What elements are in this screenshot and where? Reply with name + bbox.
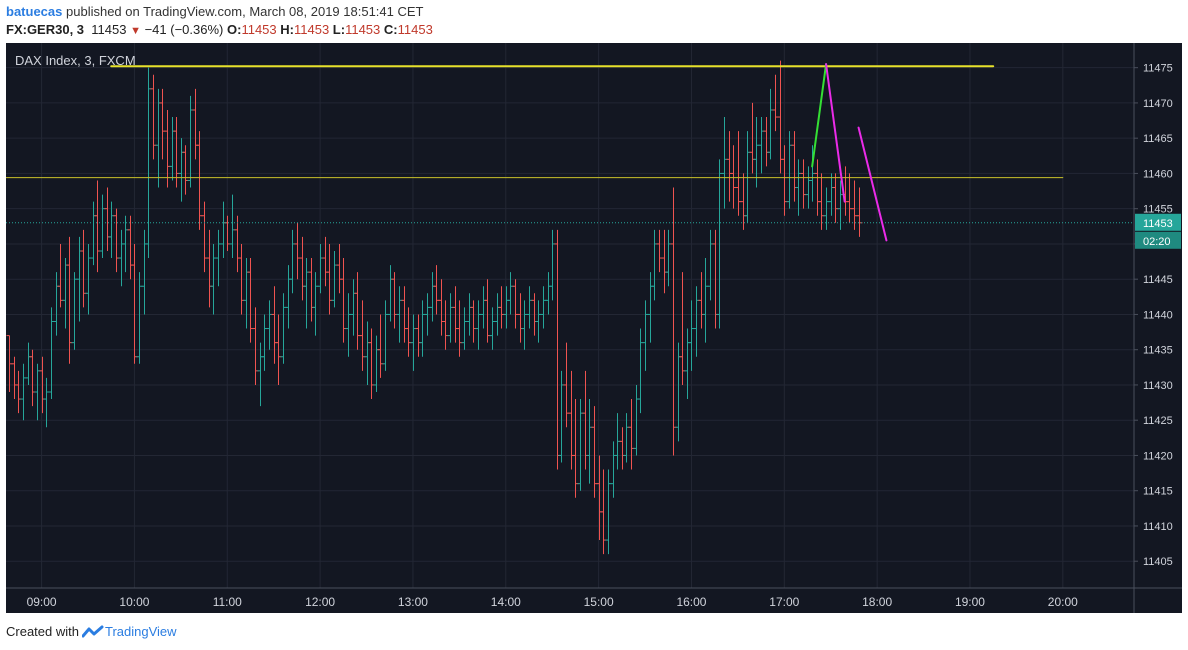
time-axis[interactable]: 09:00 10:00 11:00 12:00 13:00 14:00 15:00 16:00… [27,595,1079,609]
low-value: 11453 [345,22,381,37]
low-label: L: [332,22,346,37]
x-tick-label: 17:00 [769,595,799,609]
high-label: H: [280,22,294,37]
y-tick-label: 11415 [1143,486,1173,498]
x-tick-label: 18:00 [862,595,892,609]
price-bars [6,60,863,555]
trend-up-green[interactable] [811,63,828,168]
chart-background [6,43,1182,613]
countdown-box [1135,231,1181,249]
x-tick-label: 15:00 [584,595,614,609]
chart-title: DAX Index, 3, FXCM [15,53,136,68]
y-tick-label: 11445 [1143,274,1173,286]
y-tick-label: 11470 [1143,98,1173,110]
y-tick-label: 11420 [1143,450,1173,462]
y-tick-label: 11440 [1143,309,1173,321]
x-tick-label: 16:00 [676,595,706,609]
trend-down-magenta-2[interactable] [857,126,888,242]
last-price: 11453 [91,22,127,37]
x-tick-label: 11:00 [213,595,242,609]
author-name[interactable]: batuecas [6,4,63,19]
drawings[interactable] [6,63,1134,242]
open-label: O: [227,22,242,37]
x-tick-label: 14:00 [491,595,521,609]
y-tick-label: 11435 [1143,345,1173,357]
y-tick-label: 11475 [1143,63,1173,75]
y-tick-label: 11460 [1143,168,1173,180]
symbol-legend: FX:GER30, 3 11453 ▼ −41 (−0.36%) O:11453… [6,22,433,37]
last-price-label: 11453 02:20 [1135,213,1181,249]
x-tick-label: 13:00 [398,595,428,609]
last-price-value: 11453 [1143,218,1173,230]
open-value: 11453 [241,22,277,37]
tradingview-brand[interactable]: TradingView [104,624,177,639]
grid-lines [6,43,1134,588]
high-value: 11453 [293,22,330,37]
published-text: published on TradingView.com, March 08, … [66,4,424,19]
x-tick-label: 10:00 [119,595,149,609]
price-axis[interactable]: 11405 11410 11415 11420 11425 11430 11435 11440… [1134,63,1173,569]
x-tick-label: 12:00 [305,595,335,609]
down-arrow-icon: ▼ [130,25,141,37]
y-tick-label: 11405 [1143,556,1173,568]
price-change: −41 (−0.36%) [144,22,224,37]
tradingview-logo-icon [81,625,104,638]
y-tick-label: 11455 [1143,204,1173,216]
x-tick-label: 09:00 [27,595,57,609]
close-label: C: [383,22,398,37]
y-tick-label: 11425 [1143,415,1173,427]
y-tick-label: 11430 [1143,380,1173,392]
publish-info: batuecas published on TradingView.com, M… [6,4,423,19]
x-tick-label: 20:00 [1048,595,1078,609]
y-tick-label: 11410 [1143,521,1173,533]
symbol-name: FX:GER30, 3 [6,22,85,37]
countdown-value: 02:20 [1143,236,1171,248]
created-with-text: Created with [6,624,79,639]
last-price-box [1135,213,1181,231]
trend-down-magenta-1[interactable] [825,63,846,203]
close-value: 11453 [397,22,433,37]
y-tick-label: 11465 [1143,133,1173,145]
price-chart[interactable]: 09:00 10:00 11:00 12:00 13:00 14:00 15:00 16:00… [6,43,1182,613]
x-tick-label: 19:00 [955,595,985,609]
footer: Created with TradingView [6,624,177,639]
